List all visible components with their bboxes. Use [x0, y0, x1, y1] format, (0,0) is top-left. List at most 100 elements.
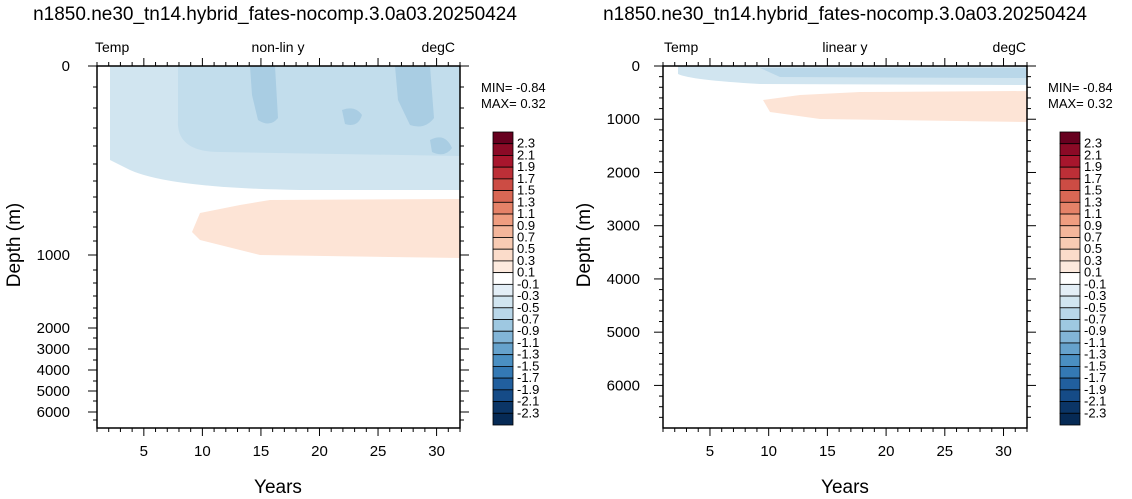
colorbar-label: -1.1	[1084, 335, 1106, 350]
contour-region	[192, 199, 460, 258]
y-tick-label: 0	[62, 58, 70, 75]
colorbar-swatch	[1059, 260, 1081, 274]
contour-region	[177, 66, 461, 156]
colorbar-swatch	[1059, 166, 1081, 180]
colorbar-label: 0.5	[1084, 241, 1102, 256]
colorbar-label: 1.1	[1084, 206, 1102, 221]
colorbar-swatch	[492, 190, 514, 203]
colorbar-swatch	[492, 401, 514, 414]
panel-nonlinear: n1850.ne30_tn14.hybrid_fates-nocomp.3.0a…	[4, 4, 546, 498]
colorbar-swatch	[492, 295, 514, 309]
colorbar-swatch	[492, 260, 514, 274]
colorbar: 2.32.11.91.71.51.31.10.90.70.50.30.1-0.1…	[492, 131, 539, 426]
y-tick-label: 6000	[607, 377, 640, 394]
colorbar-swatch	[492, 237, 514, 250]
colorbar-label: -0.9	[517, 323, 539, 338]
top-left-label: Temp	[95, 39, 129, 55]
colorbar-label: 0.7	[1084, 229, 1102, 244]
y-tick-label: 4000	[607, 271, 640, 288]
colorbar-label: -0.3	[517, 288, 539, 303]
x-tick-label: 5	[706, 443, 714, 460]
max-label: MAX= 0.32	[1048, 96, 1113, 111]
colorbar-swatch	[492, 319, 514, 332]
colorbar-label: 0.5	[517, 241, 535, 256]
colorbar-swatch	[492, 131, 514, 145]
colorbar-label: 2.3	[1084, 136, 1102, 151]
colorbar: 2.32.11.91.71.51.31.10.90.70.50.30.1-0.1…	[1059, 131, 1106, 426]
chart-title: n1850.ne30_tn14.hybrid_fates-nocomp.3.0a…	[603, 4, 1087, 25]
min-label: MIN= -0.84	[1048, 80, 1113, 95]
x-axis-label: Years	[254, 477, 302, 498]
colorbar-label: -1.9	[517, 382, 539, 397]
colorbar-swatch	[1059, 225, 1081, 238]
colorbar-swatch	[492, 365, 514, 379]
colorbar-label: -2.3	[1084, 405, 1106, 420]
colorbar-swatch	[1059, 412, 1081, 426]
x-tick-labels: 5 10 15 20 25 30	[140, 443, 445, 460]
colorbar-label: -0.5	[517, 300, 539, 315]
x-tick-label: 30	[995, 443, 1012, 460]
y-tick-label: 3000	[37, 341, 70, 358]
colorbar-label: -1.5	[1084, 358, 1106, 373]
colorbar-swatch	[492, 166, 514, 180]
x-tick-label: 25	[370, 443, 387, 460]
colorbar-label: 0.3	[1084, 253, 1102, 268]
colorbar-label: 1.3	[517, 194, 535, 209]
y-axis-label: Depth (m)	[574, 203, 595, 287]
colorbar-swatch	[1059, 272, 1081, 285]
colorbar-swatch	[1059, 155, 1081, 168]
colorbar-label: 1.9	[1084, 159, 1102, 174]
colorbar-label: 1.9	[517, 159, 535, 174]
colorbar-label: 1.1	[517, 206, 535, 221]
colorbar-swatch	[492, 248, 514, 262]
top-right-label: degC	[422, 39, 455, 55]
y-tick-label: 3000	[607, 218, 640, 235]
colorbar-label: 1.7	[1084, 171, 1102, 186]
colorbar-swatch	[1059, 295, 1081, 309]
y-tick-label: 5000	[607, 324, 640, 341]
top-left-label: Temp	[664, 39, 698, 55]
colorbar-label: 1.5	[1084, 183, 1102, 198]
colorbar-swatch	[1059, 342, 1081, 356]
contour-region	[430, 137, 452, 155]
colorbar-label: 0.1	[517, 265, 535, 280]
contour-region	[250, 66, 278, 124]
colorbar-swatch	[492, 155, 514, 168]
colorbar-swatch	[1059, 389, 1081, 402]
colorbar-swatch	[1059, 213, 1081, 227]
colorbar-label: 0.7	[517, 229, 535, 244]
colorbar-label: 0.9	[1084, 218, 1102, 233]
colorbar-swatch	[492, 389, 514, 402]
colorbar-swatch	[492, 201, 514, 215]
colorbar-label: 0.3	[517, 253, 535, 268]
y-tick-label: 6000	[37, 404, 70, 421]
y-tick-label: 0	[632, 58, 640, 75]
colorbar-label: 2.1	[1084, 147, 1102, 162]
colorbar-label: -0.1	[1084, 276, 1106, 291]
plot-frame	[96, 65, 461, 429]
colorbar-label: 1.7	[517, 171, 535, 186]
colorbar-swatch	[492, 412, 514, 426]
colorbar-label: -1.7	[1084, 370, 1106, 385]
y-tick-labels: 0 1000 2000 3000 4000 5000 6000	[37, 58, 70, 421]
contour-fills	[678, 66, 1027, 122]
colorbar-swatch	[492, 354, 514, 367]
colorbar-swatch	[1059, 237, 1081, 250]
y-tick-label: 1000	[607, 111, 640, 128]
colorbar-swatch	[492, 330, 514, 344]
x-tick-label: 10	[760, 443, 777, 460]
panel-linear: n1850.ne30_tn14.hybrid_fates-nocomp.3.0a…	[574, 4, 1113, 498]
tick-marks	[88, 58, 469, 436]
colorbar-swatch	[492, 283, 514, 297]
x-axis-label: Years	[821, 477, 869, 498]
min-label: MIN= -0.84	[481, 80, 546, 95]
x-tick-label: 20	[311, 443, 328, 460]
x-tick-label: 5	[140, 443, 148, 460]
colorbar-label: -2.1	[1084, 394, 1106, 409]
colorbar-swatch	[1059, 131, 1081, 145]
colorbar-label: -1.3	[517, 347, 539, 362]
x-tick-label: 10	[194, 443, 211, 460]
colorbar-label: 0.1	[1084, 265, 1102, 280]
y-tick-label: 1000	[37, 247, 70, 264]
